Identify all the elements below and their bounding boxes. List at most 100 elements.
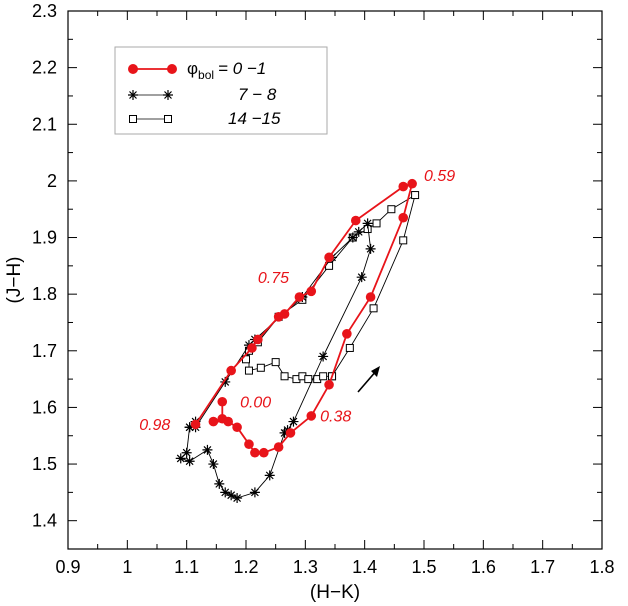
x-axis-title: (H−K) <box>310 582 360 603</box>
data-point <box>256 363 265 372</box>
data-point <box>264 470 275 481</box>
data-point <box>306 411 317 421</box>
data-point <box>365 243 376 254</box>
data-point <box>342 329 352 339</box>
data-point <box>244 439 254 450</box>
data-point <box>184 422 195 433</box>
data-point <box>319 372 328 381</box>
data-point <box>253 334 263 345</box>
phase-label: 0.38 <box>320 409 351 426</box>
phase-label: 0.59 <box>424 168 455 185</box>
data-point <box>249 487 260 498</box>
data-point <box>347 232 358 243</box>
data-point <box>318 351 329 362</box>
phase-label: 0.00 <box>240 394 271 411</box>
legend-marker-1b <box>163 90 173 100</box>
data-point <box>232 493 243 504</box>
legend-marker-0a <box>128 64 138 74</box>
legend-marker-2b <box>164 115 172 123</box>
y-tick-label: 2.2 <box>32 58 57 78</box>
data-point <box>285 428 296 438</box>
data-point <box>288 416 299 427</box>
data-point <box>232 422 242 433</box>
x-tick-label: 1 <box>122 557 132 577</box>
x-tick-label: 1.6 <box>471 557 496 577</box>
data-point <box>184 456 195 467</box>
data-point <box>259 447 269 458</box>
data-point <box>175 453 186 464</box>
series-layer <box>175 178 420 504</box>
data-point <box>220 376 231 387</box>
data-point <box>350 215 361 226</box>
x-tick-label: 1.3 <box>293 557 318 577</box>
y-tick-label: 2.1 <box>32 114 57 134</box>
y-tick-label: 1.4 <box>32 511 57 531</box>
data-point <box>306 286 317 297</box>
legend-label-2: 14 −15 <box>228 109 281 128</box>
data-point <box>273 312 284 322</box>
data-point <box>362 218 373 229</box>
data-point <box>369 304 378 313</box>
data-point <box>244 366 253 375</box>
legend-label-0: φbol = 0 −1 <box>187 59 266 82</box>
y-tick-label: 1.5 <box>32 454 57 474</box>
data-point <box>181 447 192 458</box>
data-point <box>324 252 334 263</box>
data-point <box>407 178 417 189</box>
data-point <box>372 219 381 228</box>
legend: φbol = 0 −1 7 − 8 14 −15 <box>114 46 328 135</box>
series-0 <box>190 178 417 458</box>
x-tick-label: 1.5 <box>411 557 436 577</box>
data-point <box>324 379 334 390</box>
data-point <box>280 372 289 381</box>
data-point <box>214 478 225 489</box>
data-point <box>271 358 280 367</box>
x-tick-labels: 0.9 1 1.1 1.2 1.3 1.4 1.5 1.6 1.7 1.8 <box>55 557 614 577</box>
data-point <box>273 442 284 452</box>
x-tick-label: 1.1 <box>174 557 199 577</box>
y-axis-title: (J−H) <box>4 257 25 304</box>
series-2 <box>242 191 420 384</box>
data-point <box>250 447 260 458</box>
series-line-2 <box>245 194 416 380</box>
y-tick-label: 2.3 <box>32 1 57 21</box>
data-point <box>202 444 213 455</box>
data-point <box>398 212 409 223</box>
y-tick-labels: 1.4 1.5 1.6 1.7 1.8 1.9 2 2.1 2.2 2.3 <box>32 1 57 531</box>
data-point <box>353 226 364 237</box>
data-point <box>226 365 236 376</box>
x-tick-label: 1.7 <box>530 557 555 577</box>
x-tick-label: 1.8 <box>589 557 614 577</box>
x-tick-label: 0.9 <box>55 557 80 577</box>
data-point <box>208 416 219 427</box>
x-tick-label: 1.4 <box>352 557 377 577</box>
phase-label: 0.98 <box>139 417 170 434</box>
y-tick-label: 2 <box>47 171 57 191</box>
phase-annotations: 0.59 0.75 0.00 0.38 0.98 <box>139 168 455 434</box>
data-point <box>190 419 201 430</box>
y-tick-label: 1.6 <box>32 397 57 417</box>
data-point <box>217 396 228 407</box>
data-point <box>226 490 237 501</box>
data-point <box>223 416 233 427</box>
legend-phi-sub: bol <box>198 68 214 82</box>
legend-marker-1a <box>128 90 138 100</box>
data-point <box>220 487 231 498</box>
data-point <box>411 191 420 200</box>
direction-arrow <box>357 366 380 393</box>
data-point <box>208 459 219 470</box>
data-point <box>399 236 408 245</box>
data-point <box>356 272 367 283</box>
legend-marker-2a <box>129 115 137 123</box>
x-tick-label: 1.2 <box>233 557 258 577</box>
phase-label: 0.75 <box>258 270 289 287</box>
y-tick-label: 1.9 <box>32 228 57 248</box>
axis-ticks <box>67 10 603 550</box>
data-point <box>247 343 257 353</box>
legend-box <box>114 46 328 135</box>
legend-marker-0b <box>167 64 177 74</box>
legend-label-1: 7 − 8 <box>238 85 277 104</box>
y-tick-label: 1.7 <box>32 341 57 361</box>
y-tick-label: 1.8 <box>32 284 57 304</box>
